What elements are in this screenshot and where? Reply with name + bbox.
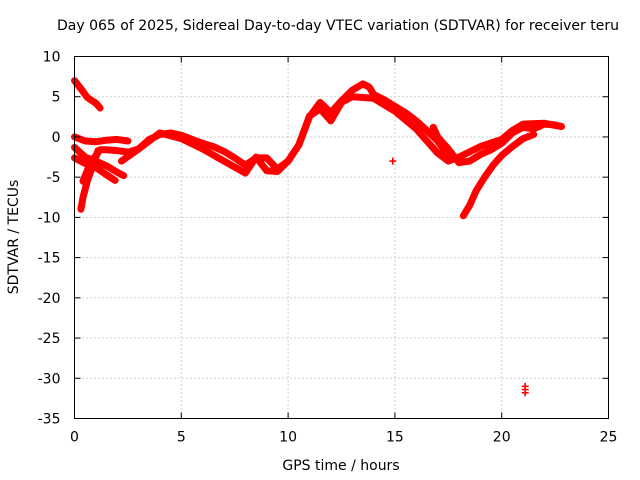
y-tick-label: -20 [38, 291, 61, 307]
y-tick-label: -15 [38, 251, 61, 267]
y-tick-label: -25 [38, 331, 61, 347]
x-tick-label: 25 [600, 430, 618, 446]
axis-ticks: 0 5 10 15 20 25 10 5 0 -5 -10 -15 -20 -25 -30 -35 [38, 50, 618, 446]
series-arc-8 [429, 120, 559, 167]
x-tick-label: 20 [493, 430, 511, 446]
series-arc-10 [380, 99, 416, 122]
isolated-point [389, 157, 397, 165]
x-tick-label: 10 [279, 430, 297, 446]
data-points [71, 77, 565, 397]
series-arc-9 [459, 131, 538, 220]
y-tick-label: -5 [47, 170, 61, 186]
y-tick-label: -30 [38, 371, 61, 387]
chart-title: Day 065 of 2025, Sidereal Day-to-day VTE… [57, 18, 619, 34]
series-arc-7 [118, 93, 565, 177]
x-tick-label: 5 [177, 430, 186, 446]
plot-frame [74, 56, 609, 419]
y-tick-label: 5 [52, 90, 61, 106]
y-tick-label: 10 [43, 50, 61, 66]
x-tick-label: 0 [70, 430, 79, 446]
x-tick-label: 15 [386, 430, 404, 446]
x-axis-label: GPS time / hours [282, 458, 399, 474]
series-arc-3 [71, 143, 128, 180]
y-tick-label: 0 [52, 130, 61, 146]
series-arc-2 [71, 133, 132, 146]
y-axis-label: SDTVAR / TECUs [6, 180, 22, 295]
grid [74, 56, 609, 419]
y-tick-label: -35 [38, 412, 61, 428]
isolated-point [521, 389, 529, 397]
series-arc-1 [71, 77, 104, 112]
series-arc-4 [71, 154, 119, 184]
y-tick-label: -10 [38, 210, 61, 226]
